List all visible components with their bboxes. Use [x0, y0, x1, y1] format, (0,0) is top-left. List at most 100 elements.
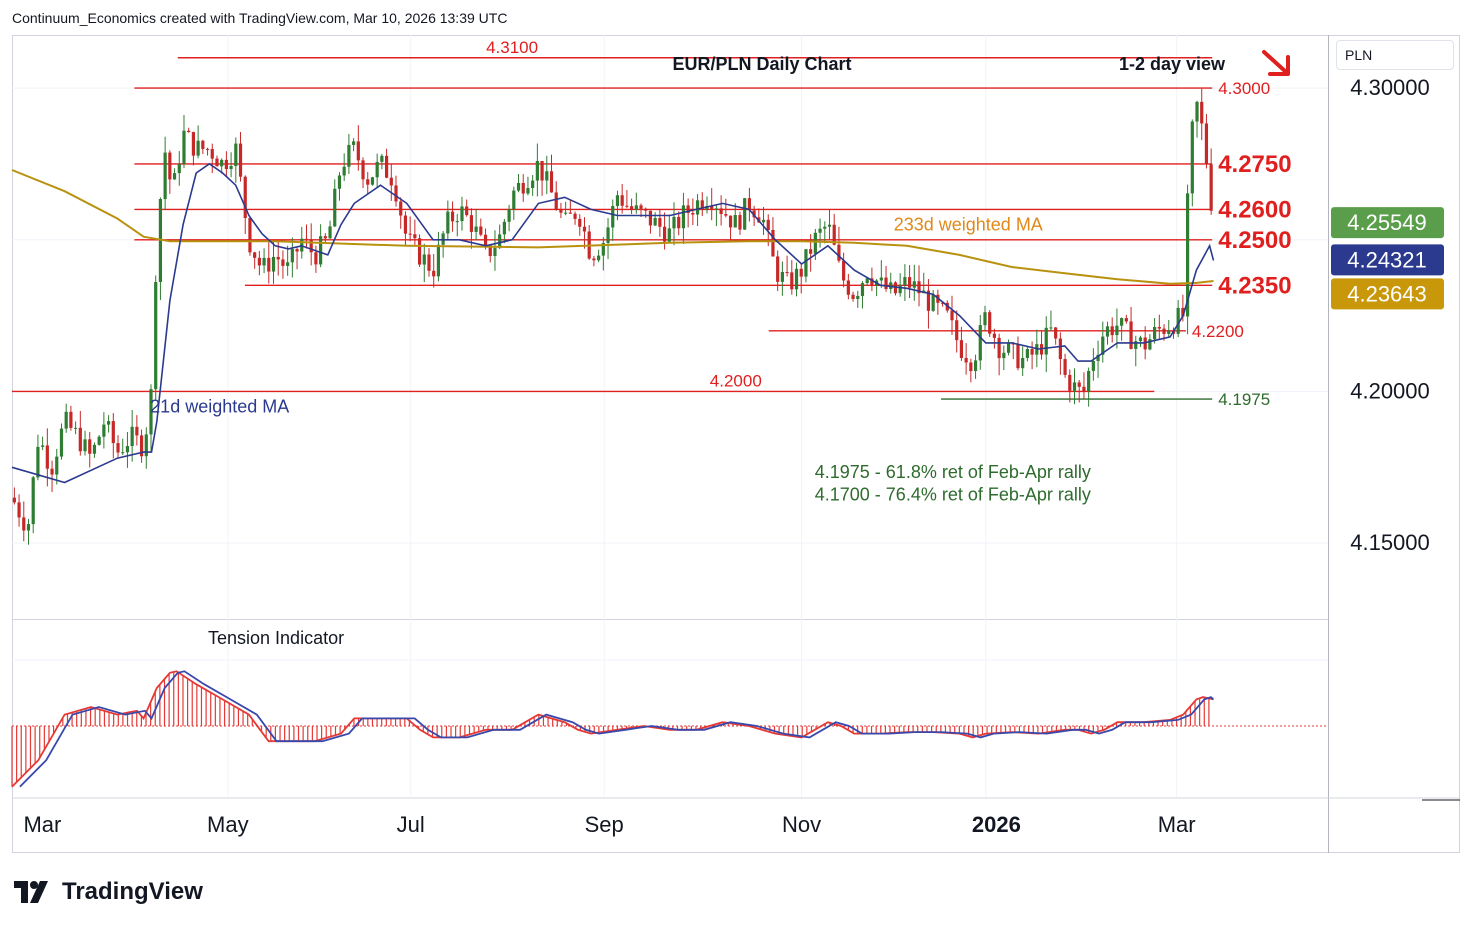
candle [1087, 367, 1091, 407]
candle [1096, 340, 1100, 378]
pane-divider[interactable] [12, 619, 1328, 620]
candle-body [512, 190, 516, 210]
candle [964, 343, 968, 375]
price-badge-label: 4.25549 [1347, 210, 1427, 235]
candle-body [446, 211, 450, 234]
candle-body [422, 254, 426, 265]
candle [417, 234, 422, 267]
candle-body [662, 226, 667, 242]
candle-body [573, 213, 577, 219]
candle [36, 434, 40, 481]
currency-selector[interactable]: PLN [1336, 40, 1454, 70]
candle-body [121, 452, 125, 454]
candle [1054, 327, 1058, 345]
candle-body [1002, 352, 1006, 359]
candle [130, 409, 134, 462]
candle [620, 184, 624, 214]
chart-labels: 4.3100 4.3000 4.2750 4.2600 4.2500 4.2350 4.22… [150, 38, 1291, 505]
candle [535, 143, 539, 197]
candle-body [281, 259, 285, 266]
candle [304, 224, 309, 249]
candle-body [1082, 386, 1086, 392]
x-tick-label: Nov [782, 812, 821, 837]
candle-body [983, 312, 987, 326]
candle-body [677, 216, 681, 229]
candle-body [710, 205, 714, 209]
candle-body [1157, 326, 1161, 329]
candle [253, 251, 257, 269]
ma21-line [11, 162, 1215, 484]
candle-body [55, 456, 59, 475]
candle-body [380, 155, 384, 162]
candle-body [686, 205, 690, 213]
candle [573, 211, 577, 225]
candle-body [1204, 123, 1209, 165]
candle [733, 203, 737, 228]
candle [743, 197, 747, 230]
y-tick-label: 4.20000 [1350, 378, 1430, 403]
candle [747, 187, 751, 222]
candle [582, 217, 587, 249]
candle [74, 421, 78, 435]
candle-body [1054, 327, 1058, 339]
candle [1176, 299, 1180, 338]
candle [498, 224, 502, 250]
candle-body [12, 497, 16, 503]
candle [903, 264, 907, 301]
candle-body [389, 177, 393, 186]
level-label-4.3000: 4.3000 [1218, 79, 1270, 98]
candle [394, 175, 398, 207]
candle [714, 204, 719, 227]
candle [597, 249, 601, 263]
candle-body [695, 200, 700, 215]
candle-body [719, 208, 723, 215]
candle [116, 435, 120, 458]
candle-body [413, 234, 417, 239]
candle-body [50, 468, 54, 475]
candle-body [653, 217, 657, 226]
candle-body [634, 205, 638, 211]
candle [832, 213, 836, 246]
candle [441, 231, 445, 258]
candle [865, 277, 869, 287]
candle [78, 410, 82, 456]
candle [1105, 321, 1110, 345]
price-badge-label: 4.24321 [1347, 247, 1427, 272]
y-tick-label: 4.15000 [1350, 530, 1430, 555]
candle [26, 518, 31, 545]
candle [710, 188, 714, 221]
candle [210, 143, 214, 173]
candle [818, 218, 822, 248]
candle [201, 139, 205, 155]
candle [681, 192, 686, 245]
tradingview-logo[interactable]: TradingView [14, 878, 203, 906]
candle-body [761, 219, 766, 223]
candle [337, 172, 342, 201]
candle-body [969, 362, 973, 372]
candle-body [1124, 318, 1128, 322]
candle [531, 174, 535, 196]
candle [384, 148, 389, 179]
candle [1068, 369, 1072, 403]
arrow-down-right-icon [1262, 50, 1290, 76]
level-label-4.2200: 4.2200 [1192, 322, 1244, 341]
candle [446, 200, 450, 240]
candle [196, 125, 200, 159]
candle-body [865, 278, 869, 284]
candle [1021, 346, 1025, 377]
candle-body [776, 256, 780, 282]
annotation-note-2: 4.1975 - 61.8% ret of Feb-Apr rally [815, 462, 1091, 482]
candle [907, 265, 912, 299]
price-badge-ma233: 4.23643 [1331, 278, 1444, 310]
candle [45, 428, 49, 487]
candle-body [1063, 359, 1067, 375]
candle [912, 264, 916, 301]
candle [50, 460, 54, 492]
candle-body [64, 411, 68, 429]
candle-body [658, 217, 662, 227]
candle-body [1110, 326, 1114, 336]
moving-averages [11, 162, 1215, 484]
candle [243, 175, 247, 235]
candle-body [116, 443, 120, 453]
